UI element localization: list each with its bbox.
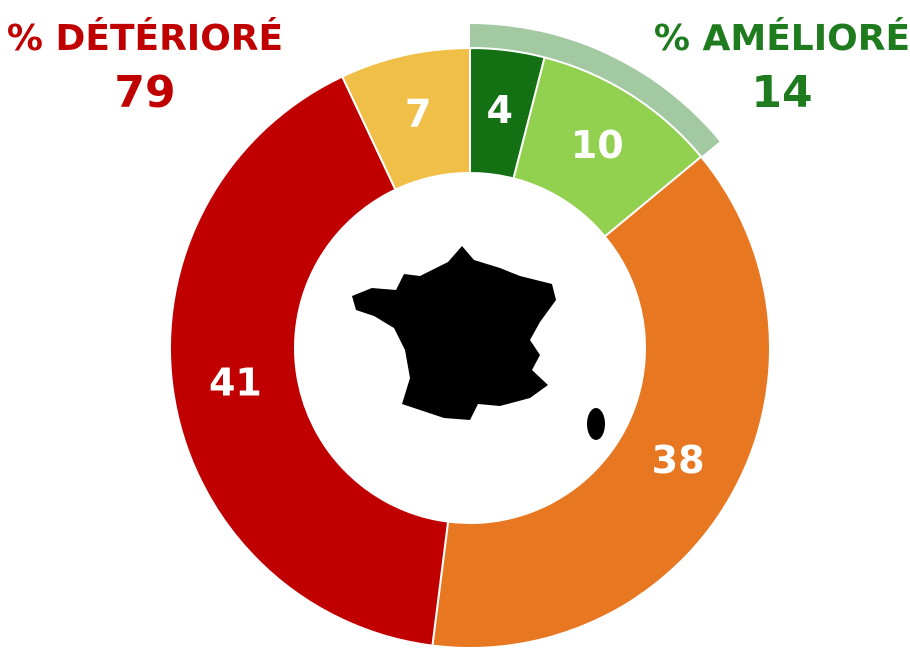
highlight-band [470, 24, 720, 157]
donut: 4 10 38 41 7 [169, 24, 771, 649]
slice-label: 4 [487, 88, 513, 132]
slice-label: 7 [405, 92, 431, 136]
slice [340, 46, 471, 191]
deteriore-value: 79 [114, 67, 175, 118]
slice-label: 41 [209, 361, 262, 405]
deteriore-label: % DÉTÉRIORÉ [7, 17, 283, 59]
france-map [352, 246, 605, 440]
corsica [587, 408, 605, 440]
ameliore-value: 14 [751, 67, 812, 118]
slice-label: 38 [652, 438, 705, 482]
slice [431, 155, 771, 649]
france-mainland [352, 246, 556, 420]
slice [169, 75, 450, 647]
slice-label: 10 [571, 123, 624, 167]
ameliore-label: % AMÉLIORÉ [654, 17, 910, 59]
